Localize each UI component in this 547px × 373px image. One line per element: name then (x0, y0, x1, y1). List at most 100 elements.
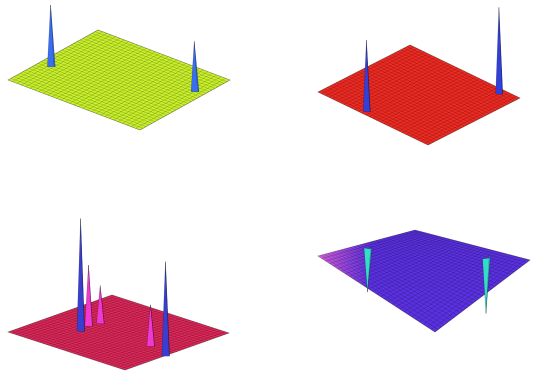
mesh-line (82, 318, 187, 357)
mesh-line (376, 240, 493, 290)
mesh-line (104, 66, 195, 117)
mesh-line (58, 51, 192, 102)
mesh-line (345, 236, 442, 274)
mesh-line (21, 34, 112, 86)
surface-plot (7, 218, 230, 371)
peak (363, 247, 372, 293)
mesh-line (384, 246, 481, 300)
mesh-line (382, 58, 493, 113)
peak-face (165, 261, 170, 357)
mesh-line (105, 326, 210, 364)
mesh-line (91, 61, 182, 112)
mesh-line (372, 241, 489, 292)
mesh-line (14, 329, 133, 368)
mesh-line (46, 307, 152, 345)
mesh-line (345, 77, 456, 132)
mesh-line (415, 254, 511, 320)
mesh-line (369, 241, 486, 294)
mesh-line (343, 248, 461, 314)
mesh-line (98, 299, 216, 339)
mesh-line (18, 328, 136, 367)
mesh-line (88, 34, 222, 86)
mesh-line (356, 245, 474, 304)
mesh-line (52, 315, 171, 355)
mesh-line (333, 83, 444, 138)
surface-plot (7, 4, 231, 131)
mesh-line (394, 81, 488, 130)
mesh-line (76, 41, 210, 92)
mesh-line (385, 57, 496, 111)
mesh-line (401, 233, 518, 270)
mesh-line (78, 56, 169, 107)
mesh-line (49, 56, 183, 107)
mesh-line (427, 257, 523, 328)
mesh-line (419, 255, 515, 323)
mesh-line (46, 58, 180, 109)
mesh-line (100, 64, 191, 116)
mesh-line (73, 43, 207, 94)
mesh-line (47, 44, 138, 96)
mesh-line (388, 55, 499, 110)
mesh-line (376, 244, 473, 295)
mesh-line (394, 52, 505, 107)
mesh-line (411, 230, 527, 263)
mesh-line (65, 51, 156, 102)
mesh-line (67, 46, 201, 97)
mesh-line (336, 82, 447, 136)
mesh-line (25, 36, 116, 87)
mesh-line (336, 53, 429, 102)
mesh-line (395, 249, 492, 307)
mesh-line (43, 43, 134, 94)
mesh-line (341, 235, 439, 272)
mesh-line (29, 38, 121, 89)
mesh-line (376, 62, 487, 116)
mesh-line (40, 61, 174, 112)
peak-face (150, 304, 155, 347)
mesh-line (43, 59, 177, 111)
mesh-line (16, 74, 150, 126)
mesh-line (342, 79, 453, 133)
mesh-line (15, 297, 120, 335)
mesh-line (330, 85, 441, 139)
mesh-line (356, 239, 454, 282)
mesh-line (430, 258, 527, 330)
mesh-line (368, 242, 465, 290)
mesh-line (360, 240, 458, 285)
mesh-line (31, 66, 165, 117)
mesh-line (324, 254, 442, 328)
mesh-line (349, 237, 446, 277)
mesh-line (400, 49, 511, 103)
mesh-line (357, 71, 468, 125)
mesh-line (380, 245, 477, 297)
mesh-line (37, 63, 171, 114)
mesh-line (61, 49, 195, 101)
mesh-line (424, 96, 517, 144)
mesh-line (49, 316, 167, 356)
mesh-line (55, 53, 189, 104)
mesh-line (85, 320, 191, 358)
peak-face (194, 41, 200, 92)
mesh-line (423, 256, 519, 325)
peak-face (366, 40, 371, 112)
mesh-line (135, 78, 226, 129)
mesh-line (70, 44, 204, 96)
mesh-line (25, 69, 159, 121)
mesh-line (324, 88, 435, 143)
mesh-line (411, 253, 508, 318)
mesh-line (376, 73, 469, 121)
mesh-line (337, 234, 435, 269)
mesh-line (351, 74, 462, 128)
mesh-line (21, 326, 139, 366)
mesh-line (339, 80, 450, 135)
peak (482, 257, 491, 314)
mesh-line (325, 231, 423, 262)
mesh-line (391, 54, 502, 108)
mesh-line (320, 90, 432, 144)
mesh-line (87, 59, 178, 111)
mesh-line (379, 239, 496, 287)
mesh-line (387, 78, 480, 126)
mesh-line (28, 324, 146, 363)
mesh-line (321, 230, 419, 259)
mesh-line (87, 303, 205, 342)
